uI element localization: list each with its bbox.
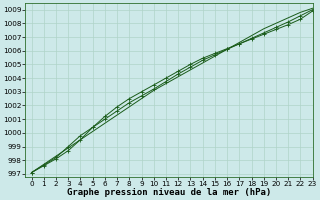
X-axis label: Graphe pression niveau de la mer (hPa): Graphe pression niveau de la mer (hPa) (67, 188, 271, 197)
